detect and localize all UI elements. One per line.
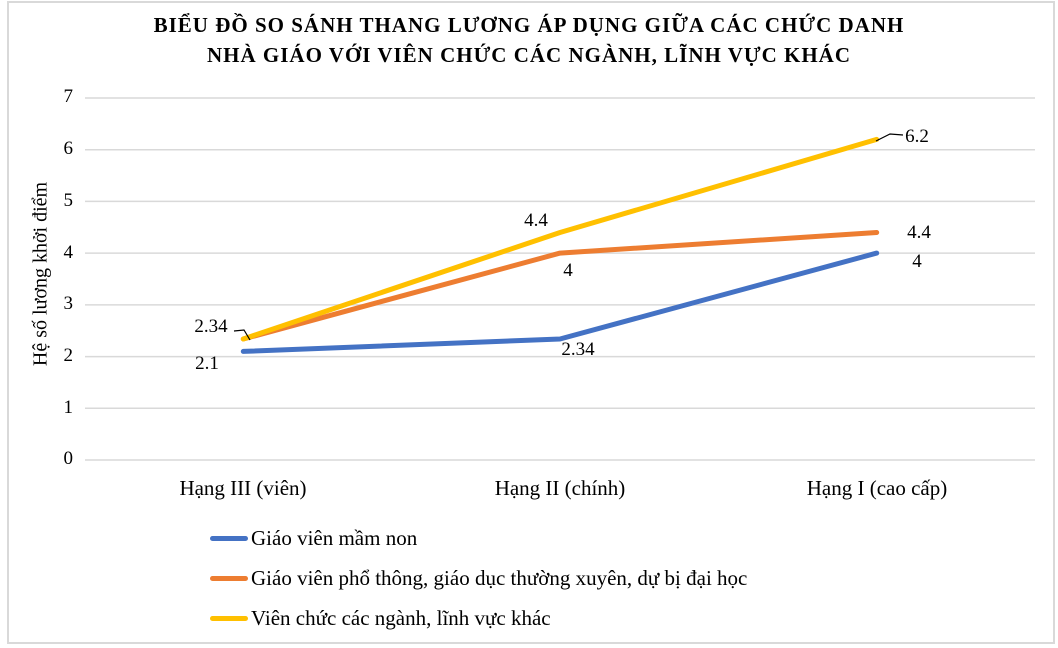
x-category-label: Hạng I (cao cấp) <box>806 476 948 500</box>
legend-label: Giáo viên mầm non <box>251 525 418 550</box>
data-label-yellow-last: 6.2 <box>905 126 929 147</box>
callout-leader-last <box>875 133 904 142</box>
y-tick-label: 4 <box>63 242 74 263</box>
data-label-yellow-mid: 4.4 <box>524 210 548 231</box>
y-tick-label: 6 <box>63 138 74 159</box>
series-line-1 <box>240 230 880 342</box>
data-label-shared-first: 2.34 <box>194 316 228 337</box>
callout-leader-first <box>233 329 251 341</box>
x-category-label: Hạng III (viên) <box>179 476 307 500</box>
legend-marker-blue <box>210 535 248 541</box>
legend-label: Viên chức các ngành, lĩnh vực khác <box>251 605 551 630</box>
chart-title-line2: NHÀ GIÁO VỚI VIÊN CHỨC CÁC NGÀNH, LĨNH V… <box>207 43 851 67</box>
series-line-0 <box>240 250 880 354</box>
x-category-label: Hạng II (chính) <box>494 476 626 500</box>
data-label-blue-mid: 2.34 <box>561 339 595 360</box>
data-label-orange-mid: 4 <box>563 260 573 281</box>
y-tick-label: 2 <box>63 345 74 366</box>
legend-marker-yellow <box>210 615 248 621</box>
legend-item-vien-chuc: Viên chức các ngành, lĩnh vực khác <box>210 598 747 638</box>
y-tick-label: 1 <box>63 397 74 418</box>
y-tick-label: 0 <box>63 448 74 469</box>
y-tick-label: 7 <box>63 86 74 107</box>
y-tick-label: 3 <box>63 293 74 314</box>
legend: Giáo viên mầm non Giáo viên phổ thông, g… <box>210 518 747 638</box>
y-tick-label: 5 <box>63 190 74 211</box>
legend-item-mam-non: Giáo viên mầm non <box>210 518 747 558</box>
data-label-blue-first: 2.1 <box>195 353 219 374</box>
legend-label: Giáo viên phổ thông, giáo dục thường xuy… <box>251 565 748 590</box>
series-line-2 <box>240 136 880 342</box>
chart-title-line1: BIỂU ĐỒ SO SÁNH THANG LƯƠNG ÁP DỤNG GIỮA… <box>153 13 905 37</box>
legend-item-pho-thong: Giáo viên phổ thông, giáo dục thường xuy… <box>210 558 747 598</box>
chart-title: BIỂU ĐỒ SO SÁNH THANG LƯƠNG ÁP DỤNG GIỮA… <box>0 10 1058 70</box>
legend-marker-orange <box>210 575 248 581</box>
data-label-orange-last: 4.4 <box>907 222 931 243</box>
data-label-blue-last: 4 <box>912 251 922 272</box>
